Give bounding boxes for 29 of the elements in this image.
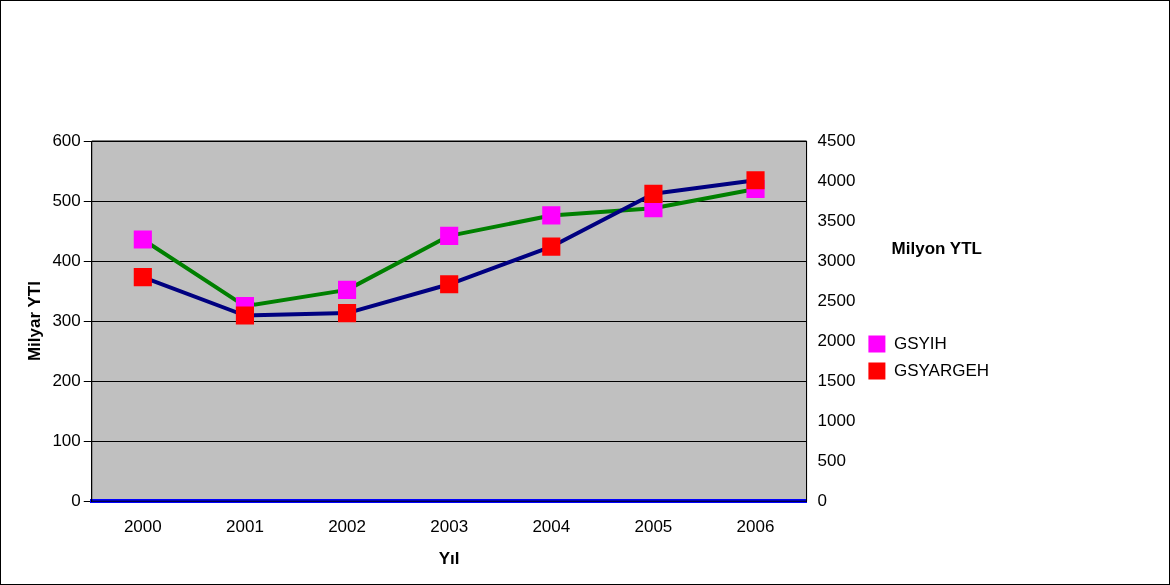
x-axis-title: Yıl [438,549,460,569]
y2-tick-label: 2500 [817,290,856,310]
y2-tick-label: 500 [817,450,846,470]
y2-tick-label: 0 [817,490,828,510]
y2-tick-label: 2000 [817,330,856,350]
y2-tick-label: 1500 [817,370,856,390]
y2-tick-label: 1000 [817,410,856,430]
y-tick-label: 100 [52,430,81,450]
y-tick-label: 400 [52,250,81,270]
y-tick-label: 300 [52,310,81,330]
y-tick-label: 500 [52,190,81,210]
y2-tick-label: 4000 [817,170,856,190]
x-tick-label: 2005 [634,517,673,537]
y2-tick-label: 3500 [817,210,856,230]
x-tick-label: 2006 [736,517,775,537]
x-tick-label: 2004 [532,517,571,537]
y-tick-label: 200 [52,370,81,390]
legend-label: GSYIH [893,333,947,353]
y2-axis-title: Milyon YTL [891,238,982,258]
x-tick-label: 2001 [226,517,264,537]
x-tick-label: 2000 [123,517,162,537]
x-tick-label: 2003 [430,517,469,537]
y-axis-title: Milyar YTl [24,281,44,362]
x-tick-label: 2002 [328,517,366,537]
y2-tick-label: 4500 [817,130,856,150]
y2-tick-label: 3000 [817,250,856,270]
y-tick-label: 600 [52,130,81,150]
y-tick-label: 0 [71,490,81,510]
legend-label: GSYARGEH [893,360,989,380]
